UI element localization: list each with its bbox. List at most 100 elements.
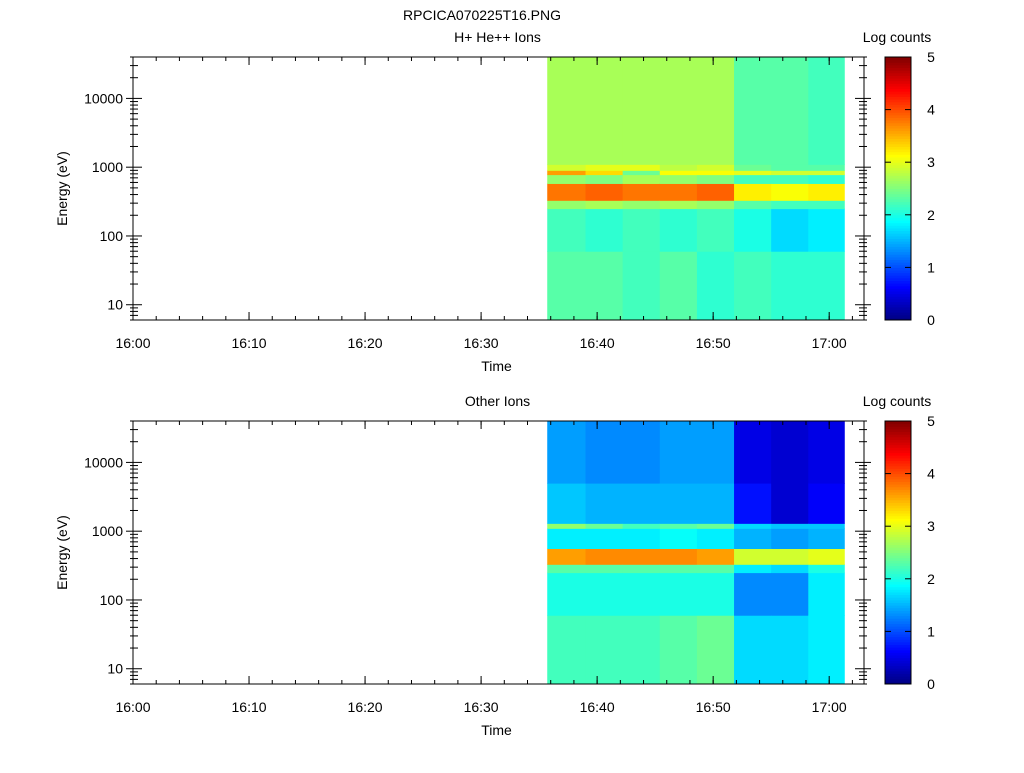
colorbar-step — [885, 547, 911, 551]
colorbar-step — [885, 101, 911, 105]
colorbar-step — [885, 597, 911, 601]
colorbar-step — [885, 162, 911, 166]
colorbar-step — [885, 426, 911, 430]
colorbar-step — [885, 473, 911, 477]
x-tick-label: 16:00 — [115, 699, 150, 715]
colorbar-step — [885, 96, 911, 100]
x-tick-label: 17:00 — [812, 699, 847, 715]
colorbar-step — [885, 238, 911, 242]
x-tick-label: 16:40 — [580, 699, 615, 715]
colorbar-step — [885, 518, 911, 522]
heatmap-cell — [659, 615, 698, 685]
colorbar-step — [885, 235, 911, 239]
x-tick-label: 17:00 — [812, 335, 847, 351]
colorbar-step — [885, 164, 911, 168]
heatmap-cell — [734, 183, 772, 201]
colorbar-step — [885, 109, 911, 113]
y-tick-label: 10000 — [84, 454, 123, 470]
y-tick-label: 1000 — [92, 523, 123, 539]
colorbar-step — [885, 130, 911, 134]
heatmap-cell — [771, 548, 809, 565]
heatmap-cell — [659, 564, 698, 574]
colorbar-step — [885, 452, 911, 456]
colorbar-step — [885, 272, 911, 276]
heatmap-cell — [622, 251, 661, 321]
colorbar-step — [885, 248, 911, 253]
colorbar-step — [885, 188, 911, 192]
colorbar-step — [885, 615, 911, 619]
heatmap-cell — [547, 200, 587, 210]
colorbar-step — [885, 668, 911, 672]
colorbar-step — [885, 641, 911, 646]
colorbar-step — [885, 681, 911, 685]
colorbar-step — [885, 468, 911, 472]
heatmap-cell — [622, 183, 661, 201]
colorbar-step — [885, 489, 911, 493]
heatmap-cell — [547, 421, 587, 484]
heatmap-cell — [771, 523, 809, 529]
colorbar-step — [885, 520, 911, 525]
heatmap-cell — [585, 174, 624, 184]
x-tick-label: 16:10 — [232, 699, 267, 715]
heatmap-cell — [547, 170, 587, 176]
colorbar-tick-label: 5 — [927, 413, 935, 429]
colorbar-step — [885, 431, 911, 435]
heatmap-cell — [808, 208, 845, 252]
plot-frame — [132, 56, 865, 321]
colorbar-step — [885, 104, 911, 108]
colorbar-step — [885, 122, 911, 126]
heatmap-cell — [696, 564, 735, 574]
colorbar-step — [885, 428, 911, 433]
heatmap-cell — [771, 170, 809, 176]
colorbar-step — [885, 167, 911, 171]
heatmap-cell — [659, 183, 698, 201]
heatmap-cell — [808, 548, 845, 565]
colorbar-step — [885, 644, 911, 648]
x-tick-label: 16:30 — [464, 699, 499, 715]
colorbar-step — [885, 106, 911, 111]
heatmap-cell — [808, 572, 845, 616]
heatmap-cell — [734, 251, 772, 321]
colorbar-step — [885, 586, 911, 590]
colorbar-step — [885, 673, 911, 677]
colorbar-step — [885, 678, 911, 682]
colorbar-step — [885, 212, 911, 216]
colorbar-step — [885, 125, 911, 129]
colorbar-step — [885, 135, 911, 140]
colorbar-step — [885, 463, 911, 467]
colorbar-step — [885, 623, 911, 627]
x-axis-label: Time — [481, 722, 512, 738]
colorbar-step — [885, 631, 911, 635]
colorbar-step — [885, 494, 911, 498]
colorbar-step — [885, 133, 911, 137]
colorbar-step — [885, 563, 911, 567]
colorbar-step — [885, 541, 911, 546]
heatmap-cell — [696, 483, 735, 524]
colorbar-step — [885, 146, 911, 150]
figure-title: RPCICA070225T16.PNG — [403, 7, 561, 23]
colorbar-step — [885, 610, 911, 614]
colorbar-step — [885, 62, 911, 66]
colorbar-step — [885, 149, 911, 153]
heatmap-cell — [734, 170, 772, 176]
colorbar-step — [885, 243, 911, 247]
colorbar-step — [885, 204, 911, 208]
x-axis-label: Time — [481, 358, 512, 374]
colorbar-step — [885, 220, 911, 224]
heatmap-cell — [547, 528, 587, 550]
colorbar-step — [885, 75, 911, 79]
y-tick-label: 100 — [100, 592, 124, 608]
heatmap-cell — [734, 548, 772, 565]
colorbar-step — [885, 665, 911, 669]
heatmap-cell — [547, 164, 587, 171]
heatmap-cell — [659, 200, 698, 210]
colorbar-step — [885, 304, 911, 308]
heatmap-cell — [696, 174, 735, 184]
heatmap-cell — [659, 170, 698, 176]
colorbar-step — [885, 676, 911, 680]
colorbar-step — [885, 172, 911, 176]
heatmap-cell — [808, 164, 845, 171]
heatmap-cell — [622, 528, 661, 550]
colorbar-tick-label: 4 — [927, 466, 935, 482]
